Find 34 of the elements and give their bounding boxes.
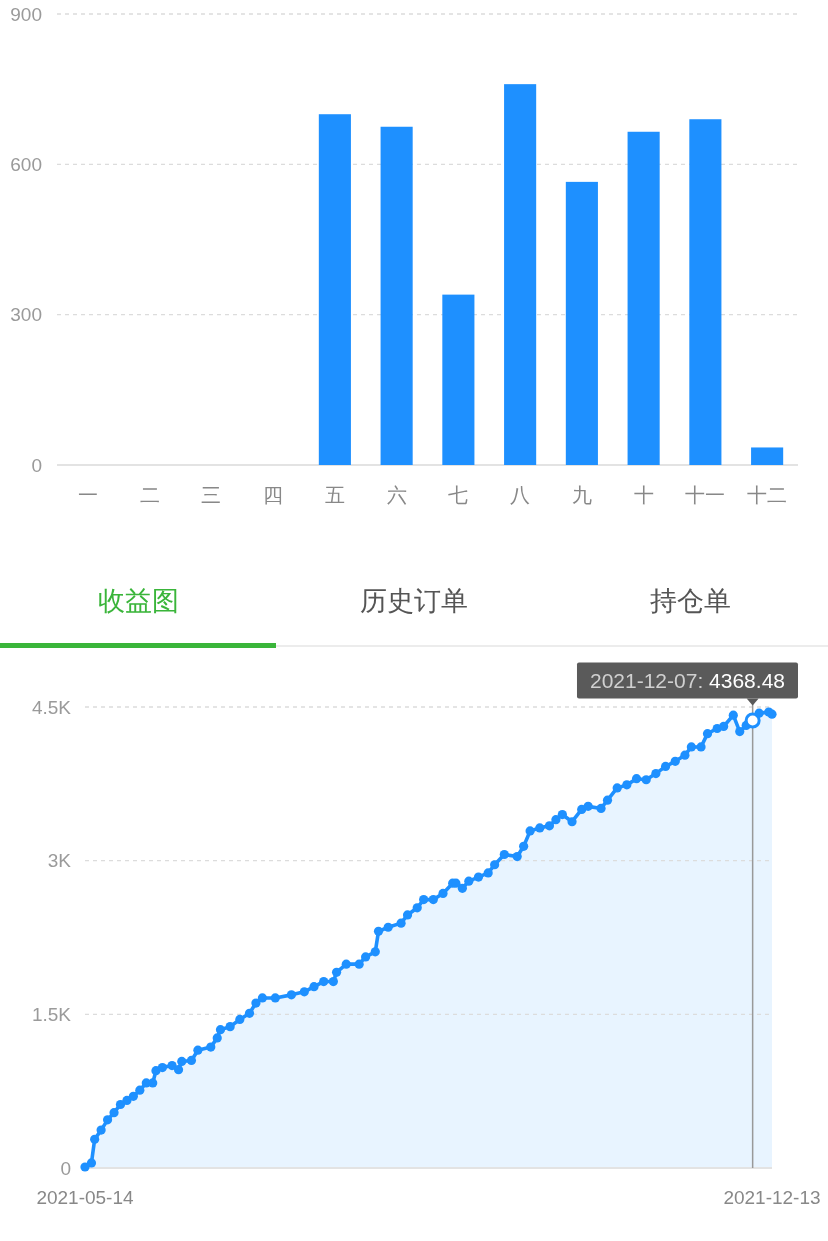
x-tick-label: 五 [324,484,345,506]
annotation: 2021-12-07: 4368.48 [589,668,785,692]
y-tick-label: 4.5K [31,696,72,718]
y-tick-label: 900 [10,3,42,25]
bar [689,119,722,465]
x-tick-label: 三 [201,484,222,506]
x-tick-label: 2021-12-13 [723,1186,821,1208]
x-tick-label: 七 [448,484,469,506]
bar [565,181,598,465]
x-tick-label: 2021-05-14 [36,1186,135,1208]
y-tick-label: 0 [60,1157,71,1179]
x-tick-label: 二 [139,484,160,506]
text: 持仓单 [649,586,731,616]
x-tick-label: 九 [571,484,592,506]
y-tick-label: 600 [10,153,42,175]
text: 收益图 [97,586,179,616]
bar [504,84,537,465]
text: 历史订单 [360,586,468,616]
x-tick-label: 八 [510,484,531,506]
bar [751,447,784,465]
bar [318,114,351,465]
y-tick-label: 300 [10,304,42,326]
bar [380,126,413,465]
y-tick-label: 1.5K [31,1003,72,1025]
y-tick-label: 3K [47,850,72,872]
bar [627,131,660,465]
x-tick-label: 十一 [685,484,726,506]
x-tick-label: 十二 [747,484,788,506]
x-tick-label: 一 [77,484,98,506]
x-tick-label: 四 [263,484,284,506]
bar [442,294,475,465]
y-tick-label: 0 [31,454,42,476]
x-tick-label: 六 [386,484,407,506]
x-tick-label: 十 [633,484,654,506]
